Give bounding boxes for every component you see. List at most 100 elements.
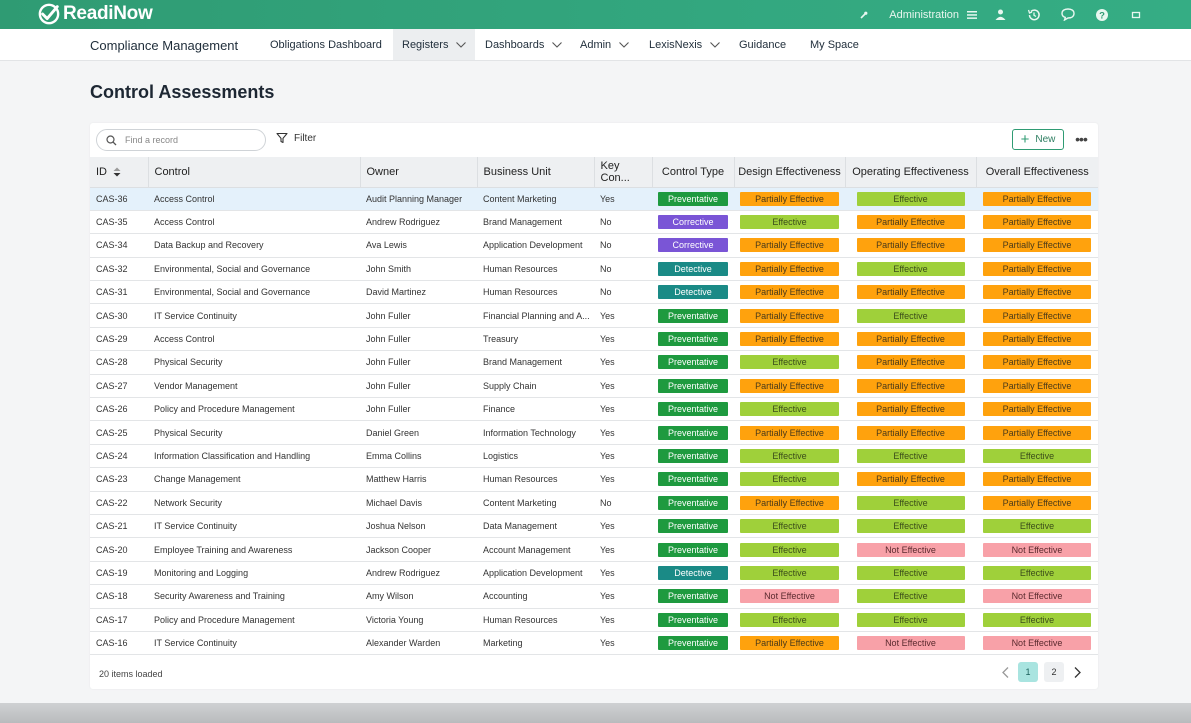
design-effectiveness-badge: Partially Effective: [740, 636, 839, 651]
nav-item-lexisnexis[interactable]: LexisNexis: [640, 29, 729, 60]
cell-control-type: Preventative: [652, 444, 734, 469]
user-button[interactable]: [983, 0, 1017, 29]
help-icon: ?: [1096, 8, 1108, 21]
cell-design-effectiveness: Partially Effective: [734, 303, 845, 328]
operating-effectiveness-badge: Not Effective: [856, 542, 965, 557]
design-effectiveness-badge: Effective: [740, 565, 839, 580]
column-header-operating-effectiveness[interactable]: Operating Effectiveness: [845, 157, 977, 188]
cell-control: IT Service Continuity: [148, 631, 360, 656]
chat-button[interactable]: [1051, 0, 1085, 29]
cell-id: CAS-21: [90, 514, 148, 539]
new-button[interactable]: + New: [1012, 129, 1064, 150]
cell-business-unit: Data Management: [477, 514, 594, 539]
operating-effectiveness-badge: Effective: [856, 308, 965, 323]
svg-text:?: ?: [1099, 10, 1105, 21]
column-header-control[interactable]: Control: [148, 157, 361, 188]
cell-business-unit: Content Marketing: [477, 187, 594, 211]
table-row[interactable]: CAS-32 Environmental, Social and Governan…: [90, 257, 1098, 282]
nav-item-dashboards[interactable]: Dashboards: [476, 29, 571, 60]
table-row[interactable]: CAS-35 Access Control Andrew Rodriguez Bran…: [90, 210, 1098, 235]
table-row[interactable]: CAS-23 Change Management Matthew Harris Hum…: [90, 467, 1098, 492]
filter-icon: [276, 132, 288, 144]
cell-design-effectiveness: Effective: [734, 467, 845, 492]
previous-page-button[interactable]: [995, 662, 1015, 682]
design-effectiveness-badge: Partially Effective: [740, 425, 839, 440]
cell-overall-effectiveness: Partially Effective: [976, 210, 1098, 235]
operating-effectiveness-badge: Partially Effective: [856, 215, 965, 230]
control-type-badge: Preventative: [658, 519, 728, 534]
cell-key-control: Yes: [594, 584, 652, 609]
table-row[interactable]: CAS-21 IT Service Continuity Joshua Nelson…: [90, 514, 1098, 539]
next-page-button[interactable]: [1067, 662, 1087, 682]
chevron-right-icon: [1074, 666, 1081, 678]
column-header-key-control[interactable]: Key Con...: [594, 157, 653, 188]
page-button-1[interactable]: 1: [1018, 662, 1038, 682]
sort-icon[interactable]: [113, 167, 121, 177]
cell-owner: John Fuller: [360, 327, 477, 352]
app-title[interactable]: Compliance Management: [90, 38, 239, 53]
cell-control-type: Preventative: [652, 608, 734, 632]
nav-item-guidance[interactable]: Guidance: [730, 29, 795, 60]
table-row[interactable]: CAS-34 Data Backup and Recovery Ava Lewis A…: [90, 233, 1098, 258]
table-row[interactable]: CAS-16 IT Service Continuity Alexander War…: [90, 631, 1098, 656]
administration-menu[interactable]: Administration: [859, 9, 977, 21]
nav-item-label: Obligations Dashboard: [270, 38, 382, 51]
cell-business-unit: Application Development: [477, 561, 594, 586]
table-row[interactable]: CAS-36 Access Control Audit Planning Manag…: [90, 187, 1098, 211]
table-row[interactable]: CAS-31 Environmental, Social and Governan…: [90, 280, 1098, 305]
column-header-business-unit[interactable]: Business Unit: [477, 157, 595, 188]
help-button[interactable]: ?: [1085, 0, 1119, 29]
cell-operating-effectiveness: Effective: [845, 303, 976, 328]
cell-overall-effectiveness: Effective: [976, 514, 1098, 539]
cell-key-control: Yes: [594, 537, 652, 562]
operating-effectiveness-badge: Partially Effective: [856, 285, 965, 300]
table-row[interactable]: CAS-26 Policy and Procedure Management Joh…: [90, 397, 1098, 422]
cell-control: Information Classification and Handling: [148, 444, 360, 469]
nav-item-obligations-dashboard[interactable]: Obligations Dashboard: [261, 29, 391, 60]
cell-control-type: Preventative: [652, 327, 734, 352]
column-header-design-effectiveness[interactable]: Design Effectiveness: [734, 157, 846, 188]
records-panel: Filter + New ••• ID Control Owner Busine…: [90, 123, 1098, 689]
column-header-overall-effectiveness[interactable]: Overall Effectiveness: [976, 157, 1098, 188]
cell-owner: Amy Wilson: [360, 584, 477, 609]
more-options-button[interactable]: •••: [1075, 131, 1088, 147]
table-row[interactable]: CAS-27 Vendor Management John Fuller Supply…: [90, 374, 1098, 399]
column-header-owner[interactable]: Owner: [360, 157, 478, 188]
operating-effectiveness-badge: Effective: [856, 612, 965, 627]
table-row[interactable]: CAS-20 Employee Training and Awareness Jac…: [90, 537, 1098, 562]
table-row[interactable]: CAS-30 IT Service Continuity John Fuller Fi…: [90, 303, 1098, 328]
records-table: ID Control Owner Business Unit Key Con..…: [90, 157, 1098, 656]
table-row[interactable]: CAS-25 Physical Security Daniel Green Infor…: [90, 420, 1098, 445]
column-header-id[interactable]: ID: [90, 157, 149, 188]
page-button-2[interactable]: 2: [1044, 662, 1064, 682]
cell-overall-effectiveness: Partially Effective: [976, 467, 1098, 492]
logo[interactable]: ReadiNow: [38, 3, 153, 25]
filter-label: Filter: [294, 132, 317, 144]
fullscreen-button[interactable]: [1119, 0, 1153, 29]
cell-operating-effectiveness: Partially Effective: [845, 397, 976, 422]
cell-operating-effectiveness: Partially Effective: [845, 233, 976, 258]
operating-effectiveness-badge: Partially Effective: [856, 425, 965, 440]
search-input[interactable]: [125, 135, 255, 145]
table-row[interactable]: CAS-22 Network Security Michael Davis Conte…: [90, 491, 1098, 515]
table-row[interactable]: CAS-19 Monitoring and Logging Andrew Rodri…: [90, 561, 1098, 586]
overall-effectiveness-badge: Effective: [983, 565, 1091, 580]
overall-effectiveness-badge: Partially Effective: [983, 402, 1091, 417]
cell-owner: John Fuller: [360, 303, 477, 328]
table-row[interactable]: CAS-28 Physical Security John Fuller Brand …: [90, 350, 1098, 375]
nav-item-my-space[interactable]: My Space: [801, 29, 868, 60]
design-effectiveness-badge: Partially Effective: [740, 378, 839, 393]
nav-item-registers[interactable]: Registers: [393, 29, 476, 60]
filter-button[interactable]: Filter: [276, 132, 316, 144]
cell-owner: Jackson Cooper: [360, 537, 477, 562]
table-row[interactable]: CAS-29 Access Control John Fuller Treasury Y…: [90, 327, 1098, 352]
nav-item-admin[interactable]: Admin: [571, 29, 638, 60]
column-header-control-type[interactable]: Control Type: [652, 157, 735, 188]
table-row[interactable]: CAS-17 Policy and Procedure Management Vic…: [90, 608, 1098, 632]
table-row[interactable]: CAS-18 Security Awareness and Training Amy…: [90, 584, 1098, 609]
history-button[interactable]: [1017, 0, 1051, 29]
cell-key-control: Yes: [594, 514, 652, 539]
cell-operating-effectiveness: Not Effective: [845, 537, 976, 562]
search-box[interactable]: [96, 129, 266, 151]
table-row[interactable]: CAS-24 Information Classification and Han…: [90, 444, 1098, 469]
